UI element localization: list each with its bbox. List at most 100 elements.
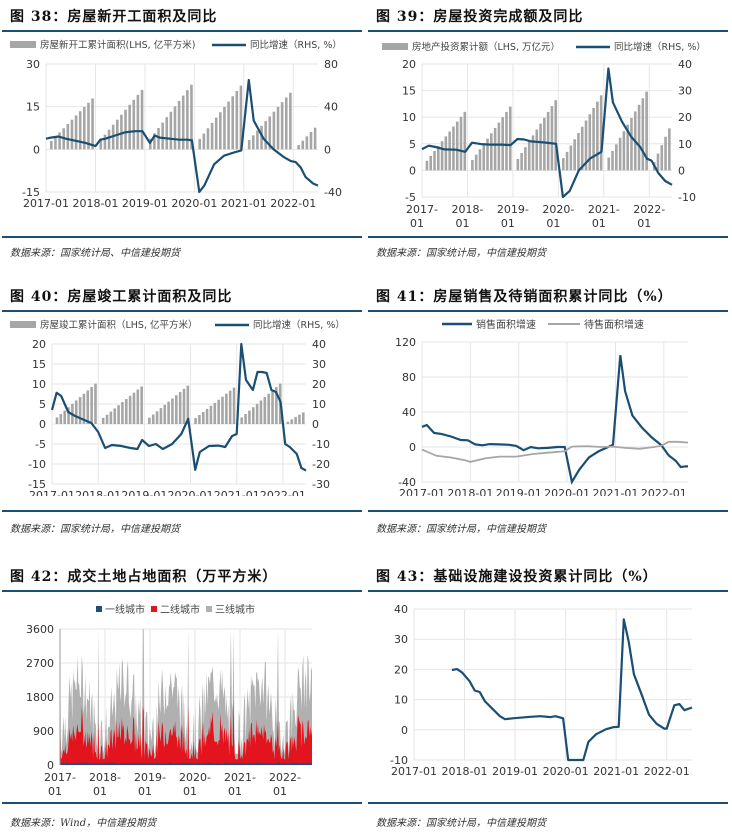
- bar: [210, 122, 214, 150]
- legend-bar-swatch: [10, 321, 36, 328]
- x-tick-label: 2020-01: [544, 487, 590, 496]
- y-tick-label: -10: [390, 754, 408, 767]
- x-tick-label: 01: [410, 217, 424, 230]
- bar: [259, 400, 263, 424]
- bar: [286, 421, 290, 424]
- bar: [70, 119, 74, 150]
- bar: [182, 388, 186, 424]
- bar: [490, 133, 493, 171]
- y-tick-label: 20: [32, 338, 46, 351]
- y2-tick-label: -20: [312, 458, 330, 471]
- source-note: 数据来源：国家统计局，中信建投期货: [10, 524, 180, 535]
- y-tick-label: 0: [409, 164, 416, 177]
- bar: [520, 153, 523, 171]
- bar: [163, 404, 167, 424]
- bar: [444, 136, 448, 171]
- bar: [202, 133, 206, 150]
- y-tick-label: 15: [26, 101, 40, 114]
- x-tick-label: 01: [637, 217, 651, 230]
- legend-label: 同比增速（RHS, %）: [614, 41, 706, 53]
- bar: [232, 387, 236, 424]
- bar: [486, 138, 489, 171]
- legend-label: 二线城市: [160, 603, 200, 616]
- bar: [87, 102, 90, 150]
- y-tick-label: 2700: [26, 657, 54, 670]
- bar: [167, 401, 170, 424]
- figure-title: 图 43：基础设施建设投资累计同比（%）: [376, 569, 658, 585]
- bar: [178, 392, 182, 424]
- bar: [298, 414, 301, 424]
- x-tick-label: 2017-: [406, 203, 438, 216]
- x-tick-label: 2017-01: [23, 197, 69, 210]
- bar: [463, 111, 467, 171]
- y-tick-label: 0: [33, 143, 40, 156]
- x-tick-label: 01: [183, 785, 197, 798]
- bar: [565, 151, 569, 171]
- bar: [668, 128, 671, 171]
- source-divider: [368, 802, 728, 804]
- bar: [302, 412, 305, 424]
- x-tick-label: 2017-: [44, 771, 76, 784]
- source-divider: [368, 510, 728, 512]
- source-note: 数据来源：Wind，中信建投期货: [10, 818, 157, 829]
- x-tick-label: 2018-01: [447, 487, 493, 496]
- legend-label: 房屋竣工累计面积（LHS, 亿平方米）: [40, 319, 198, 331]
- bar: [244, 414, 247, 424]
- figure-43-chart: -10 0 10 20 30 40 2017-01 2018-01 2019-01 2020-01…: [390, 603, 693, 778]
- source-note: 数据来源：国家统计局，中信建投期货: [376, 524, 546, 535]
- title-divider: [368, 590, 728, 592]
- bar: [161, 122, 164, 150]
- bar: [535, 129, 539, 171]
- y2-tick-label: 0: [678, 164, 685, 177]
- bar: [531, 135, 535, 171]
- bar: [645, 91, 648, 171]
- bar: [290, 419, 294, 424]
- legend-label: 待售面积增速: [584, 318, 644, 331]
- y2-tick-label: 10: [678, 138, 692, 151]
- x-tick-label: 01: [138, 785, 152, 798]
- y2-tick-label: 80: [324, 58, 338, 71]
- bar: [66, 123, 70, 150]
- bar: [260, 125, 263, 150]
- bar: [225, 393, 228, 424]
- y2-tick-label: -40: [324, 186, 342, 199]
- x-tick-label: 2022-01: [644, 765, 690, 778]
- figure-42-chart: 一线城市 二线城市 三线城市09001800270036002017-012018-…: [26, 603, 312, 798]
- legend-label: 一线城市: [105, 603, 145, 616]
- tier1-city-area: [60, 762, 312, 765]
- y-tick-label: -15: [28, 478, 46, 491]
- y-tick-label: 3600: [26, 623, 54, 636]
- bar: [305, 136, 309, 150]
- bar: [272, 111, 276, 150]
- legend-label: 房地产投资累计额（LHS, 万亿元）: [412, 41, 560, 53]
- bar: [664, 136, 667, 171]
- bar: [148, 138, 152, 150]
- figure-40-chart: 房屋竣工累计面积（LHS, 亿平方米） 同比增速（RHS, %） -15 -10 -5 0…: [10, 319, 345, 496]
- bar: [497, 122, 501, 171]
- bar: [289, 92, 292, 150]
- title-divider: [368, 30, 728, 32]
- bar: [251, 407, 255, 424]
- bar: [505, 111, 508, 171]
- bar: [630, 118, 633, 171]
- y-tick-label: 900: [33, 725, 54, 738]
- x-tick-label: 01: [501, 217, 515, 230]
- x-tick-label: 01: [93, 785, 107, 798]
- bar: [231, 96, 234, 150]
- x-tick-label: 01: [546, 217, 560, 230]
- x-tick-label: 2021-01: [593, 765, 639, 778]
- bar: [99, 139, 103, 150]
- bar: [103, 134, 107, 150]
- bar: [448, 131, 451, 171]
- bar: [611, 150, 614, 171]
- figure-39-panel: 图 39：房屋投资完成额及同比 房地产投资累计额（LHS, 万亿元） 同比增速（R…: [366, 0, 732, 278]
- bar: [67, 407, 70, 424]
- source-note: 数据来源：国家统计局，中信建投期货: [376, 248, 546, 259]
- bar: [148, 417, 151, 424]
- figure-41-panel: 图 41：房屋销售及待销面积累计同比（%） 销售面积增速 待售面积增速 -40 0 40…: [366, 280, 732, 558]
- legend-bar-swatch: [10, 41, 36, 48]
- bar: [561, 158, 565, 171]
- figure-title: 图 42：成交土地占地面积（万平方米）: [10, 569, 278, 585]
- bar: [584, 120, 588, 171]
- bar: [433, 151, 436, 171]
